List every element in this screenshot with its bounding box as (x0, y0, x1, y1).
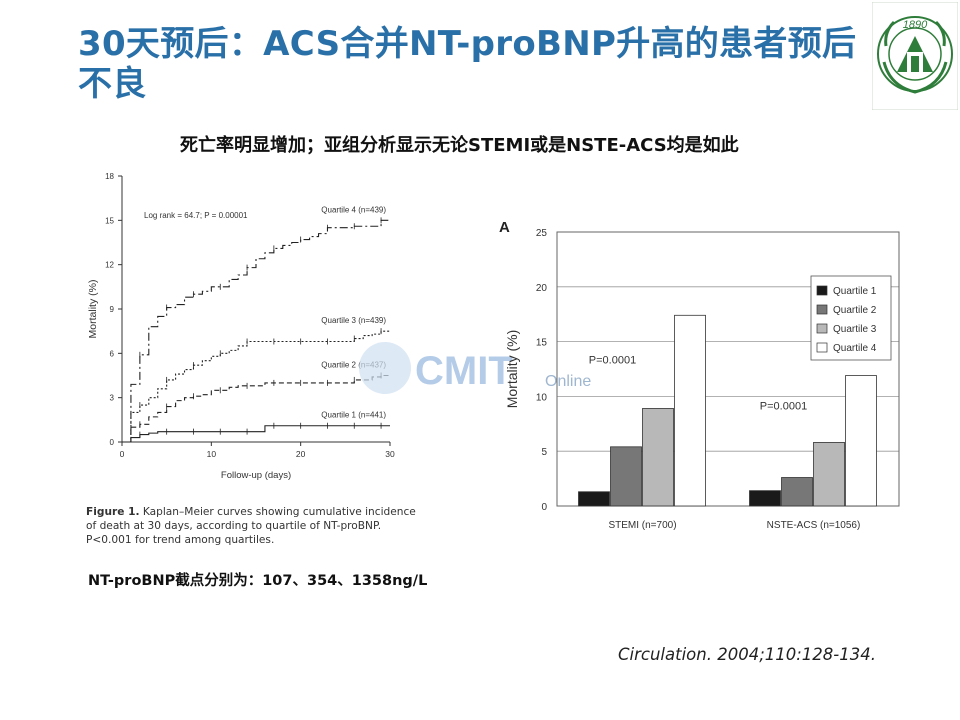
bar-category-label: STEMI (n=700) (608, 520, 676, 531)
bar-legend-label: Quartile 3 (833, 324, 877, 335)
university-logo: 1890 (871, 1, 959, 111)
km-y-tick-label: 3 (110, 394, 115, 403)
citation: Circulation. 2004;110:128-134. (618, 645, 876, 664)
figure-caption: Figure 1. Kaplan–Meier curves showing cu… (86, 505, 416, 547)
km-y-axis-title: Mortality (%) (87, 280, 99, 339)
bar-y-tick-label: 10 (536, 392, 548, 403)
logo-emblem-icon: 1890 (871, 1, 959, 111)
bar (781, 477, 813, 507)
km-y-tick-label: 15 (105, 216, 114, 225)
logo-year: 1890 (903, 19, 928, 31)
km-series-line (122, 425, 390, 443)
watermark-globe-icon (359, 342, 411, 394)
bar (749, 490, 781, 507)
figure-caption-label: Figure 1. (86, 506, 140, 518)
bar (642, 408, 674, 507)
cutoff-note: NT-proBNP截点分别为：107、354、1358ng/L (88, 573, 428, 589)
bar (845, 375, 877, 507)
bar-chart: A 0 5 10 15 20 25 Mortality (%) STEMI (n=700) P=0… (499, 219, 900, 531)
slide-subtitle: 死亡率明显增加；亚组分析显示无论STEMI或是NSTE-ACS均是如此 (180, 135, 739, 156)
figure-caption-text: Kaplan–Meier curves showing cumulative i… (86, 506, 416, 546)
bar-y-tick-label: 5 (541, 447, 547, 458)
bar-legend-swatch (816, 342, 828, 353)
km-x-axis-title: Follow-up (days) (221, 470, 291, 481)
bar-legend: Quartile 1 Quartile 2 Quartile 3 Quartile 4 (810, 275, 892, 361)
bar-legend-label: Quartile 2 (833, 305, 877, 316)
bar-panel-label: A (499, 219, 510, 236)
km-series-label: Quartile 1 (n=441) (321, 411, 386, 420)
bar-y-tick-label: 20 (536, 283, 548, 294)
km-series-label: Quartile 2 (n=437) (321, 361, 386, 370)
bar (578, 491, 610, 507)
bar-legend-swatch (816, 285, 828, 296)
bar (813, 442, 845, 507)
bar-legend-label: Quartile 1 (833, 286, 877, 297)
watermark-main: CMIT (415, 349, 513, 393)
km-x-tick-label: 30 (385, 449, 395, 459)
km-series-label: Quartile 3 (n=439) (321, 316, 386, 325)
km-x-tick-label: 10 (207, 449, 217, 459)
bar-legend-swatch (816, 323, 828, 334)
km-x-tick-label: 20 (296, 449, 306, 459)
km-logrank-annotation: Log rank = 64.7; P = 0.00001 (144, 211, 248, 220)
km-series-line (122, 219, 390, 443)
bar-y-tick-label: 25 (536, 228, 548, 239)
km-x-tick-label: 0 (120, 449, 125, 459)
bar-y-tick-label: 15 (536, 338, 548, 349)
slide-title: 30天预后：ACS合并NT-proBNP升高的患者预后不良 (78, 24, 857, 104)
km-series-label: Quartile 4 (n=439) (321, 205, 386, 214)
bar-y-tick-label: 0 (541, 502, 547, 513)
bar (674, 314, 706, 507)
km-y-tick-label: 18 (105, 172, 114, 181)
km-y-tick-label: 6 (110, 349, 115, 358)
bar (610, 446, 642, 507)
km-series-line (122, 374, 390, 443)
bar-legend-swatch (816, 304, 828, 315)
bar-category-label: NSTE-ACS (n=1056) (767, 520, 861, 531)
bar-plot-frame (556, 231, 900, 507)
km-y-tick-label: 9 (110, 305, 115, 314)
bar-p-value: P=0.0001 (760, 401, 807, 413)
km-y-tick-label: 12 (105, 261, 114, 270)
km-chart: 0 3 6 9 12 15 18 0 10 20 30 Follow-up (days) Mortali… (87, 172, 395, 481)
bar-y-axis-title: Mortality (%) (504, 330, 520, 409)
km-y-tick-label: 0 (110, 438, 115, 447)
bar-p-value: P=0.0001 (589, 355, 636, 367)
bar-legend-label: Quartile 4 (833, 343, 877, 354)
